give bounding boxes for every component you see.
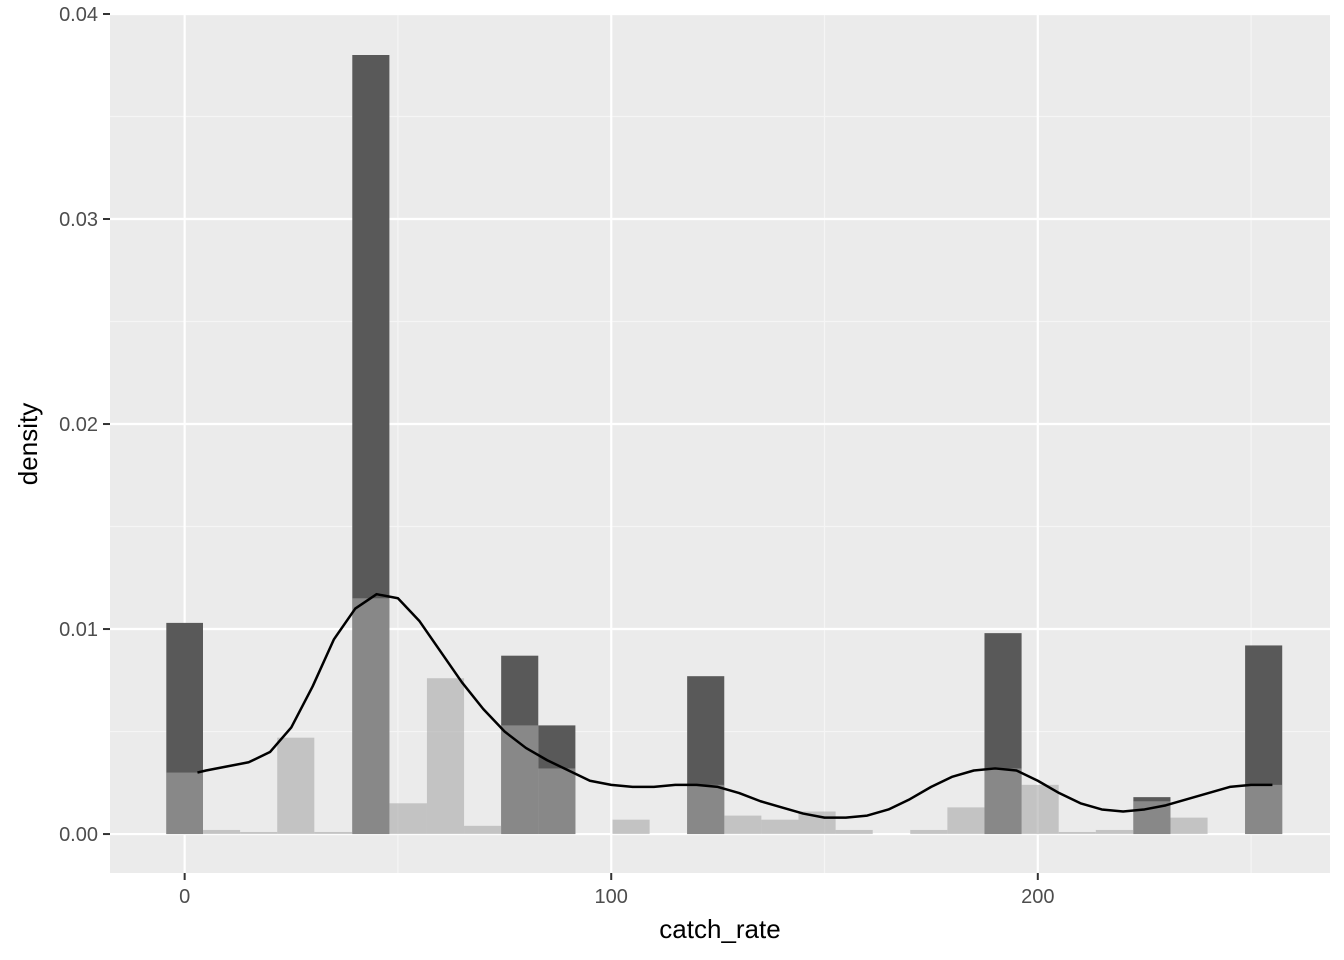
- y-tick-label: 0.02: [59, 414, 98, 436]
- histogram-bar-light: [202, 829, 241, 835]
- histogram-bar-light: [910, 829, 948, 835]
- y-tick-label: 0.03: [59, 209, 98, 231]
- x-axis: 0 100 200: [179, 873, 1054, 908]
- histogram-bar-light: [835, 829, 873, 835]
- histogram-bar-light: [352, 598, 390, 835]
- histogram-light-series: [166, 598, 1283, 835]
- histogram-bar-light: [1170, 817, 1208, 835]
- histogram-bar-light: [314, 831, 353, 835]
- histogram-bar-light: [240, 831, 278, 835]
- histogram-bar-light: [761, 819, 799, 835]
- histogram-bar-light: [687, 784, 725, 835]
- histogram-bar-light: [947, 807, 985, 835]
- histogram-bar-light: [426, 678, 465, 835]
- histogram-bar-light: [277, 737, 315, 835]
- histogram-bar-light: [1095, 829, 1134, 835]
- x-axis-title: catch_rate: [659, 914, 780, 944]
- x-tick-label: 0: [179, 886, 190, 908]
- histogram-bar-light: [612, 819, 650, 835]
- histogram-bar-light: [166, 772, 203, 835]
- histogram-bar-light: [538, 768, 576, 835]
- density-curve: [197, 592, 1273, 819]
- y-tick-label: 0.00: [59, 824, 98, 846]
- x-tick-label: 200: [1021, 886, 1054, 908]
- histogram-bar-light: [464, 825, 502, 835]
- histogram-bar-light: [1021, 784, 1059, 835]
- histogram-bar-light: [724, 815, 762, 835]
- histogram-bar-light: [389, 803, 427, 835]
- histogram-bar-light: [1245, 784, 1283, 835]
- y-axis: 0.00 0.01 0.02 0.03 0.04: [59, 4, 110, 846]
- y-tick-label: 0.04: [59, 4, 98, 26]
- y-tick-label: 0.01: [59, 619, 98, 641]
- y-axis-title: density: [13, 403, 43, 485]
- histogram-bar-light: [1058, 831, 1096, 835]
- x-tick-label: 100: [595, 886, 628, 908]
- histogram-bar-light: [984, 768, 1022, 835]
